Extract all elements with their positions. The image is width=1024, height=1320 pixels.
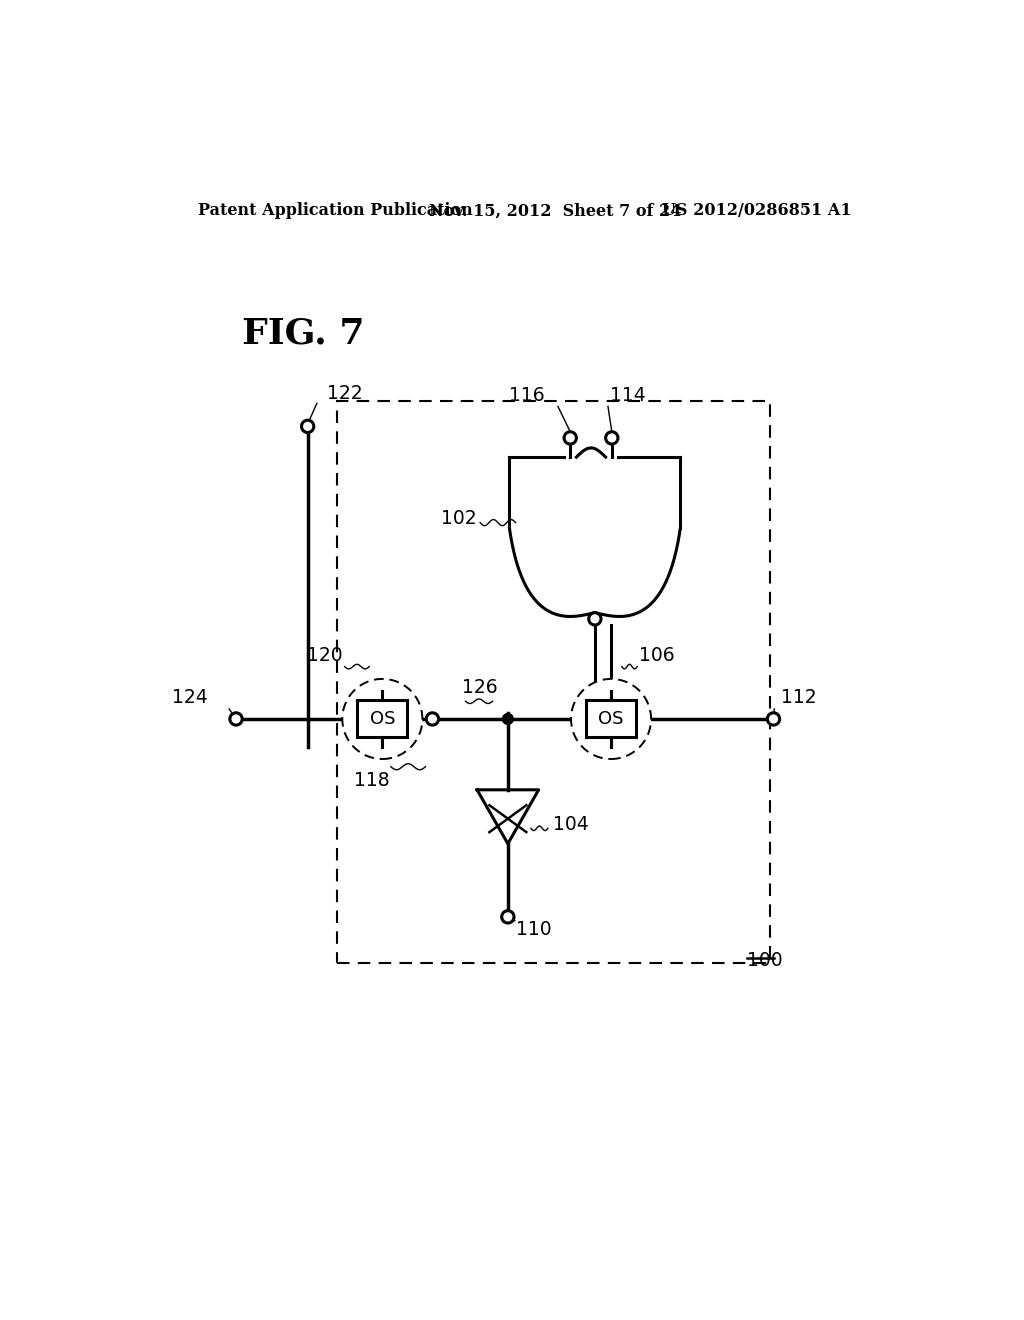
Circle shape bbox=[571, 678, 651, 759]
Text: OS: OS bbox=[598, 710, 624, 727]
Circle shape bbox=[502, 911, 514, 923]
Circle shape bbox=[230, 713, 243, 725]
Text: 124: 124 bbox=[172, 688, 208, 708]
Circle shape bbox=[503, 714, 513, 725]
Text: 112: 112 bbox=[781, 688, 817, 708]
Text: FIG. 7: FIG. 7 bbox=[243, 317, 365, 351]
Circle shape bbox=[605, 432, 617, 444]
Bar bbox=[586, 701, 636, 738]
Text: 116: 116 bbox=[509, 385, 545, 405]
Text: 114: 114 bbox=[610, 385, 646, 405]
Text: 126: 126 bbox=[462, 678, 498, 697]
Circle shape bbox=[426, 713, 438, 725]
Text: 104: 104 bbox=[553, 814, 588, 834]
Text: 122: 122 bbox=[327, 384, 362, 403]
Bar bbox=[337, 401, 770, 964]
Text: Patent Application Publication: Patent Application Publication bbox=[199, 202, 473, 219]
Text: US 2012/0286851 A1: US 2012/0286851 A1 bbox=[662, 202, 852, 219]
Bar bbox=[357, 701, 408, 738]
Text: 106: 106 bbox=[639, 645, 675, 664]
Text: OS: OS bbox=[370, 710, 395, 727]
Text: 100: 100 bbox=[746, 952, 782, 970]
Circle shape bbox=[767, 713, 779, 725]
Text: 118: 118 bbox=[354, 771, 389, 791]
Text: 102: 102 bbox=[441, 510, 477, 528]
Circle shape bbox=[564, 432, 577, 444]
Circle shape bbox=[589, 612, 601, 626]
Text: 110: 110 bbox=[515, 920, 551, 940]
Text: Nov. 15, 2012  Sheet 7 of 24: Nov. 15, 2012 Sheet 7 of 24 bbox=[429, 202, 682, 219]
Text: 120: 120 bbox=[306, 645, 342, 664]
Circle shape bbox=[342, 678, 422, 759]
Circle shape bbox=[301, 420, 313, 433]
